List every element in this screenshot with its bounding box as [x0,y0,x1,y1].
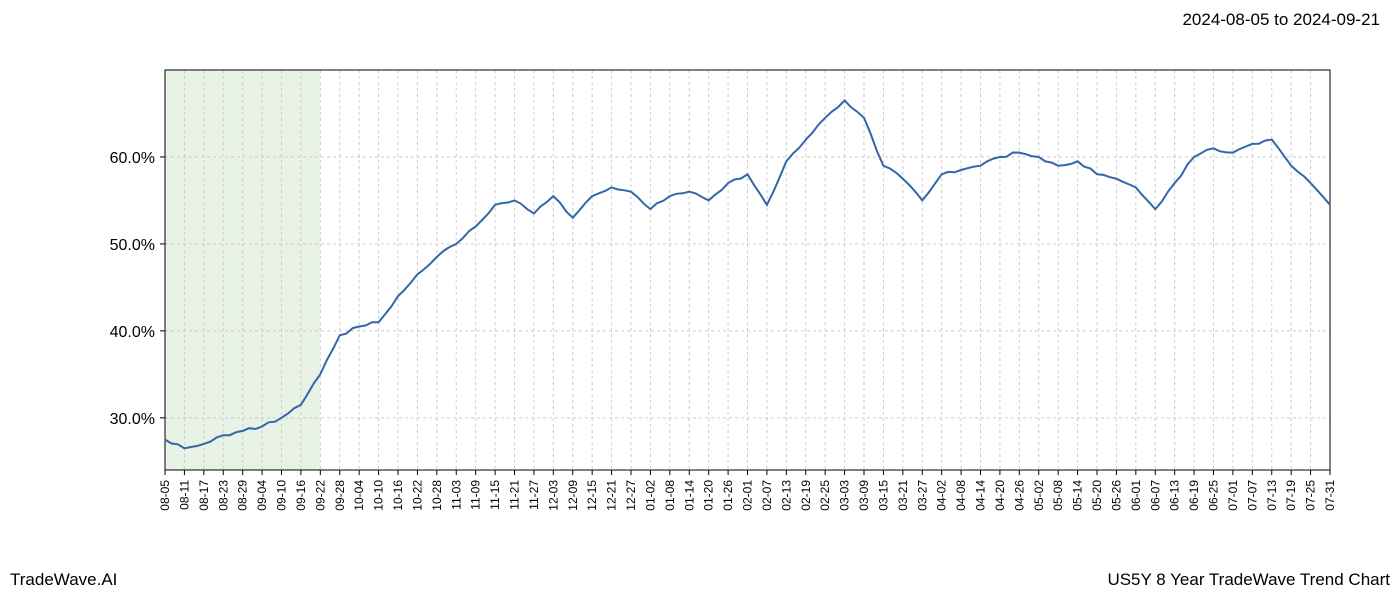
x-tick-label: 06-19 [1187,480,1201,511]
x-tick-label: 12-09 [566,480,580,511]
y-tick-label: 40.0% [110,324,155,341]
chart-title: US5Y 8 Year TradeWave Trend Chart [1107,570,1390,590]
x-tick-label: 06-07 [1148,480,1162,511]
brand-label: TradeWave.AI [10,570,117,590]
x-tick-label: 03-21 [896,480,910,511]
x-tick-label: 02-25 [818,480,832,511]
x-tick-label: 10-10 [372,480,386,511]
x-tick-label: 09-16 [294,480,308,511]
trend-chart: 30.0% 40.0% 50.0% 60.0% 08-05 08-11 08-17 08-23… [0,40,1400,560]
x-tick-label: 07-13 [1265,480,1279,511]
x-tick-label: 10-04 [352,480,366,511]
x-tick-label: 05-08 [1051,480,1065,511]
x-tick-label: 09-04 [255,480,269,511]
x-tick-label: 12-27 [624,480,638,511]
x-tick-label: 07-01 [1226,480,1240,511]
x-tick-label: 05-20 [1090,480,1104,511]
y-tick-label: 60.0% [110,150,155,167]
x-tick-label: 07-31 [1323,480,1337,511]
x-tick-label: 02-07 [760,480,774,511]
x-tick-label: 11-27 [527,480,541,510]
x-tick-label: 05-14 [1071,480,1085,511]
x-tick-label: 11-15 [488,480,502,510]
chart-container: 30.0% 40.0% 50.0% 60.0% 08-05 08-11 08-17 08-23… [0,40,1400,560]
x-tick-label: 03-15 [876,480,890,511]
x-tick-label: 04-20 [993,480,1007,511]
x-tick-label: 04-08 [954,480,968,511]
x-tick-label: 03-03 [838,480,852,511]
x-tick-label: 12-03 [546,480,560,511]
y-tick-label: 30.0% [110,411,155,428]
x-tick-label: 02-01 [741,480,755,511]
x-tick-label: 01-08 [663,480,677,511]
x-tick-label: 06-25 [1207,480,1221,511]
x-tick-label: 01-02 [643,480,657,511]
x-tick-label: 12-21 [605,480,619,511]
x-tick-label: 02-13 [779,480,793,511]
x-tick-label: 09-10 [275,480,289,511]
x-tick-label: 04-14 [974,480,988,511]
x-tick-label: 10-28 [430,480,444,511]
x-tick-label: 10-16 [391,480,405,511]
x-tick-label: 07-19 [1284,480,1298,511]
x-tick-label: 01-26 [721,480,735,511]
x-tick-label: 10-22 [410,480,424,511]
x-tick-label: 06-13 [1168,480,1182,511]
x-tick-label: 08-05 [158,480,172,511]
x-tick-label: 09-22 [313,480,327,511]
x-tick-label: 07-07 [1245,480,1259,511]
x-tick-label: 04-26 [1012,480,1026,511]
y-tick-label: 50.0% [110,237,155,254]
x-tick-label: 04-02 [935,480,949,511]
x-tick-label: 05-02 [1032,480,1046,511]
x-tick-label: 07-25 [1304,480,1318,511]
x-tick-label: 01-14 [682,480,696,511]
x-tick-label: 08-29 [236,480,250,511]
x-tick-label: 01-20 [702,480,716,511]
x-tick-label: 11-03 [449,480,463,510]
x-tick-label: 05-26 [1109,480,1123,511]
x-tick-label: 08-23 [216,480,230,511]
date-range-label: 2024-08-05 to 2024-09-21 [1182,10,1380,30]
x-tick-label: 06-01 [1129,480,1143,511]
x-tick-label: 12-15 [585,480,599,511]
x-tick-label: 08-11 [177,480,191,510]
x-tick-label: 03-09 [857,480,871,511]
x-tick-label: 03-27 [915,480,929,511]
x-tick-label: 09-28 [333,480,347,511]
x-tick-label: 11-09 [469,480,483,510]
x-tick-label: 08-17 [197,480,211,511]
x-tick-label: 02-19 [799,480,813,511]
x-tick-label: 11-21 [508,480,522,510]
